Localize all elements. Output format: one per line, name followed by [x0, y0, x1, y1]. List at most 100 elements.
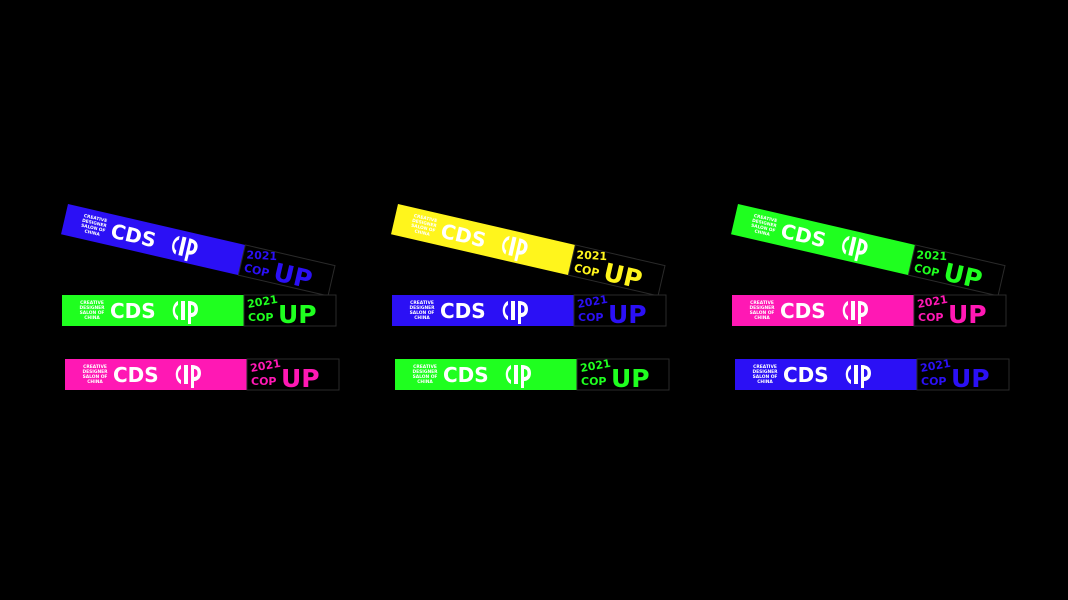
logo-year: 2021 [576, 249, 607, 264]
mark-p [854, 238, 868, 262]
brand-mark [172, 301, 198, 324]
mark-paren [172, 301, 178, 320]
logo-cop: COP [243, 261, 271, 279]
mark-paren [172, 235, 180, 255]
mark-bar [508, 236, 517, 257]
tagline: CREATIVE [80, 300, 104, 306]
logo-cop: COP [248, 311, 274, 324]
tagline: CREATIVE [413, 213, 437, 224]
mark-paren [842, 301, 848, 320]
tagline: CREATIVE [753, 364, 777, 370]
brand-mark [845, 365, 871, 388]
brand-mark [842, 301, 868, 324]
logo-cop: COP [573, 261, 601, 279]
logo-box [573, 294, 667, 327]
tagline: CHINA [757, 379, 773, 385]
logo-year: 2021 [579, 357, 611, 375]
mark-paren [502, 235, 510, 255]
tagline: CHINA [417, 379, 433, 385]
logo-box [916, 358, 1010, 391]
tagline: SALON OF [80, 223, 106, 234]
logo-box [237, 244, 336, 297]
tagline: CHINA [754, 228, 771, 237]
brand-mark [502, 301, 528, 324]
mark-paren [505, 365, 511, 384]
mark-p [188, 301, 198, 324]
mark-p [514, 238, 528, 262]
brand-mark [502, 235, 528, 262]
logo-cop: COP [578, 311, 604, 324]
mark-paren [845, 365, 851, 384]
logo-box [567, 244, 666, 297]
logo-cop: COP [913, 261, 941, 279]
logo-box [913, 294, 1007, 327]
tagline: CHINA [414, 228, 431, 237]
band-strip [735, 359, 917, 390]
mark-bar [514, 365, 518, 384]
brand-name: CDS [780, 299, 826, 323]
mark-p [191, 365, 201, 388]
brand-name: CDS [113, 363, 159, 387]
logo-year: 2021 [916, 249, 947, 264]
tagline: SALON OF [83, 374, 108, 380]
mark-bar [178, 236, 187, 257]
mark-p [861, 365, 871, 388]
logo-cop: COP [918, 311, 944, 324]
mark-paren [502, 301, 508, 320]
logo-up: UP [951, 364, 990, 393]
band-strip [391, 204, 576, 276]
tagline: CHINA [87, 379, 103, 385]
brand-name: CDS [783, 363, 829, 387]
tagline: CHINA [84, 315, 100, 321]
band-strip [731, 204, 916, 276]
tagline: SALON OF [410, 310, 435, 316]
tagline: CREATIVE [83, 213, 107, 224]
logo-year: 2021 [246, 293, 278, 311]
brand-mark [175, 365, 201, 388]
mark-bar [854, 365, 858, 384]
logo-up: UP [948, 300, 987, 329]
tagline: DESIGNER [79, 305, 105, 311]
tagline: SALON OF [413, 374, 438, 380]
logo-box [907, 244, 1006, 297]
tagline: DESIGNER [749, 305, 775, 311]
mark-bar [511, 301, 515, 320]
tagline: CHINA [754, 315, 770, 321]
brand-name: CDS [110, 299, 156, 323]
band-strip [62, 295, 244, 326]
mark-p [184, 238, 198, 262]
tagline: DESIGNER [411, 218, 437, 230]
tagline: DESIGNER [81, 218, 107, 230]
brand-name: CDS [443, 363, 489, 387]
tagline: DESIGNER [752, 369, 778, 375]
brand-name: CDS [440, 299, 486, 323]
tagline: CHINA [84, 228, 101, 237]
tagline: DESIGNER [751, 218, 777, 230]
mark-bar [181, 301, 185, 320]
logo-cop: COP [581, 375, 607, 388]
band-strip [732, 295, 914, 326]
mark-paren [842, 235, 850, 255]
tagline: SALON OF [750, 310, 775, 316]
mark-paren [175, 365, 181, 384]
tagline: CREATIVE [753, 213, 777, 224]
tagline: CREATIVE [413, 364, 437, 370]
tagline: CREATIVE [83, 364, 107, 370]
logo-year: 2021 [576, 293, 608, 311]
tagline: CREATIVE [410, 300, 434, 306]
tagline: CREATIVE [750, 300, 774, 306]
logo-cop: COP [251, 375, 277, 388]
tagline: SALON OF [750, 223, 776, 234]
logo-up: UP [281, 364, 320, 393]
band-strip [65, 359, 247, 390]
logo-cop: COP [921, 375, 947, 388]
